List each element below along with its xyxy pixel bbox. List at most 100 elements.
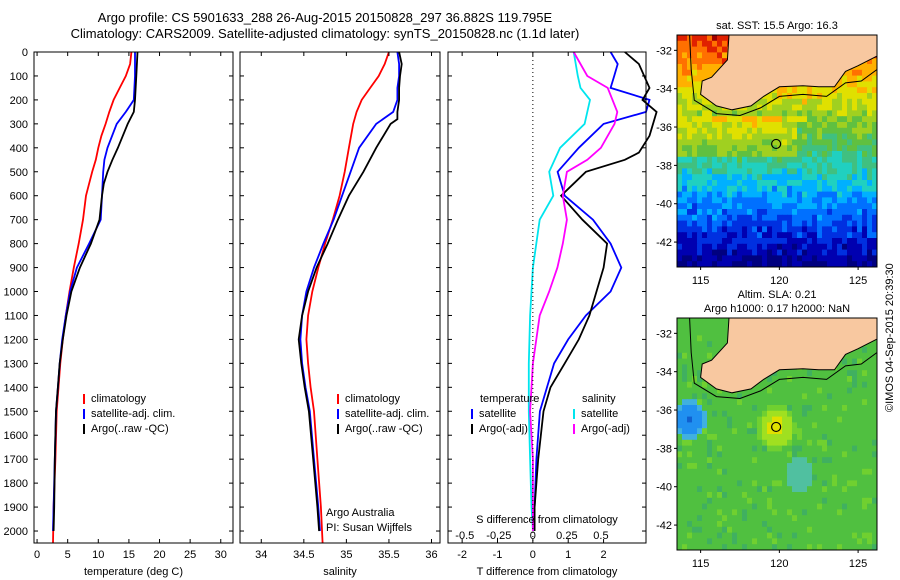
map-cell [807,145,813,152]
map-cell [737,162,743,169]
map-cell [732,220,738,227]
map-cell [807,538,813,545]
map-cell [812,243,818,251]
map-cell [837,122,843,129]
map-cell [852,387,858,394]
map-cell [842,180,848,187]
map-cell [702,492,708,499]
map-cell [777,243,783,251]
map-cell [827,191,833,198]
map-cell [717,451,723,458]
map-cell [852,544,858,550]
map-cell [837,145,843,152]
map-cell [857,64,863,71]
map-cell [787,538,793,545]
map-cell [762,480,768,487]
map-cell [832,209,838,216]
map-cell [722,133,728,140]
map-cell [692,376,698,383]
map-cell [822,497,828,505]
map-cell [817,174,823,181]
map-cell [712,133,718,140]
map-cell [707,226,713,233]
map-cell [712,457,718,464]
map-cell [767,185,773,193]
map-cell [802,122,808,129]
map-cell [687,399,693,406]
map-cell [787,243,793,251]
map-cell [757,463,763,470]
map-cell [822,451,828,458]
map-cell [817,480,823,487]
map-cell [857,168,863,175]
map-cell [802,538,808,545]
map-cell [872,255,877,262]
map-cell [712,486,718,493]
map-cell [682,381,688,389]
map-cell [867,457,873,464]
map-cell [682,399,688,406]
map-cell [687,232,693,239]
map-frame [676,317,878,551]
map-cell [792,492,798,499]
map-cell [732,457,738,464]
map-cell [747,162,753,169]
map-cell [807,232,813,239]
map-cell [847,69,853,77]
map-cell [707,238,713,245]
map-cell [807,209,813,216]
map-cell [867,376,873,383]
map-cell [767,422,773,429]
map-cell [742,232,748,239]
map-cell [807,381,813,389]
map-cell [702,249,708,256]
map-cell [732,451,738,458]
map-cell [777,139,783,146]
map-cell [752,434,758,441]
map-cell [682,318,688,325]
map-cell [787,226,793,233]
argo-location-marker [771,138,782,150]
map-cell [857,434,863,441]
map-cell [767,232,773,239]
depth-tick-label: 100 [10,71,28,83]
map-cell [762,509,768,516]
map-cell [717,122,723,129]
map-cell [867,64,873,71]
map-cell [832,261,838,267]
map-cell [752,544,758,550]
map-cell [822,226,828,233]
map-cell [772,416,778,423]
map-cell [852,521,858,528]
map-cell [777,445,783,452]
map-cell [742,492,748,499]
lat-tick-label: -42 [656,237,672,249]
map-cell [847,93,853,100]
map-cell [872,376,877,383]
map-cell [847,191,853,198]
map-cell [697,238,703,245]
map-cell [872,69,877,77]
map-cell [682,93,688,100]
map-cell [742,185,748,193]
map-cell [867,393,873,400]
map-cell [692,226,698,233]
map-cell [827,422,833,429]
map-cell [692,439,698,447]
map-cell [727,249,733,256]
map-cell [702,46,708,53]
map-cell [837,486,843,493]
map-cell [797,220,803,227]
map-cell [802,428,808,435]
map-cell [707,381,713,389]
map-cell [792,434,798,441]
map-cell [807,191,813,198]
map-cell [712,515,718,522]
map-cell [722,515,728,522]
map-cell [782,87,788,94]
map-cell [707,69,713,77]
map-cell [702,544,708,550]
map-cell [717,497,723,505]
map-cell [777,249,783,256]
map-cell [687,428,693,435]
